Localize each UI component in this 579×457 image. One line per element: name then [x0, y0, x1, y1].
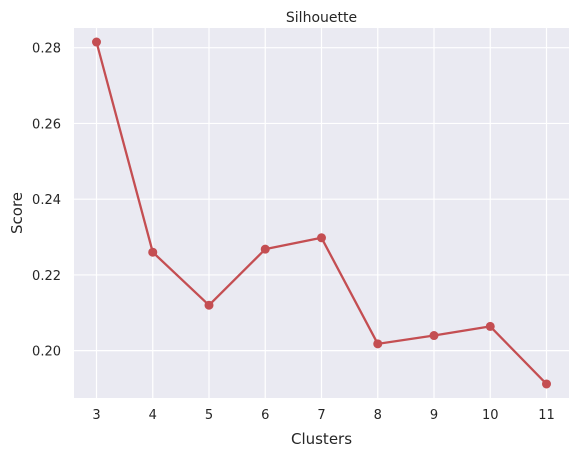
- y-tick-labels: 0.20 0.22 0.24 0.26 0.28: [32, 42, 61, 360]
- x-axis-label: Clusters: [291, 430, 352, 448]
- x-tick-label: 6: [261, 408, 269, 423]
- data-point: [148, 247, 158, 257]
- x-tick-label: 10: [482, 408, 499, 423]
- x-tick-label: 8: [374, 408, 382, 423]
- x-tick-label: 11: [538, 408, 555, 423]
- x-tick-labels: 3 4 5 6 7 8 9 10 11: [92, 408, 554, 423]
- data-point: [260, 244, 270, 254]
- y-tick-label: 0.20: [32, 345, 61, 360]
- y-tick-label: 0.22: [32, 269, 61, 284]
- data-point: [317, 233, 326, 243]
- y-tick-label: 0.24: [32, 193, 61, 208]
- x-tick-label: 4: [149, 408, 157, 423]
- data-point: [92, 37, 101, 47]
- data-point: [204, 300, 214, 310]
- gridlines: [74, 28, 569, 398]
- x-tick-label: 7: [317, 408, 325, 423]
- x-tick-label: 5: [205, 408, 213, 423]
- data-point: [542, 379, 551, 389]
- series-points: [92, 37, 551, 389]
- y-tick-label: 0.26: [32, 117, 61, 132]
- x-tick-label: 9: [430, 408, 438, 423]
- data-point: [485, 321, 495, 331]
- data-point: [373, 339, 383, 349]
- y-axis-label: Score: [8, 192, 26, 234]
- x-tick-label: 3: [92, 408, 100, 423]
- data-point: [429, 331, 439, 341]
- chart-title: Silhouette: [286, 10, 357, 26]
- y-tick-label: 0.28: [32, 42, 61, 57]
